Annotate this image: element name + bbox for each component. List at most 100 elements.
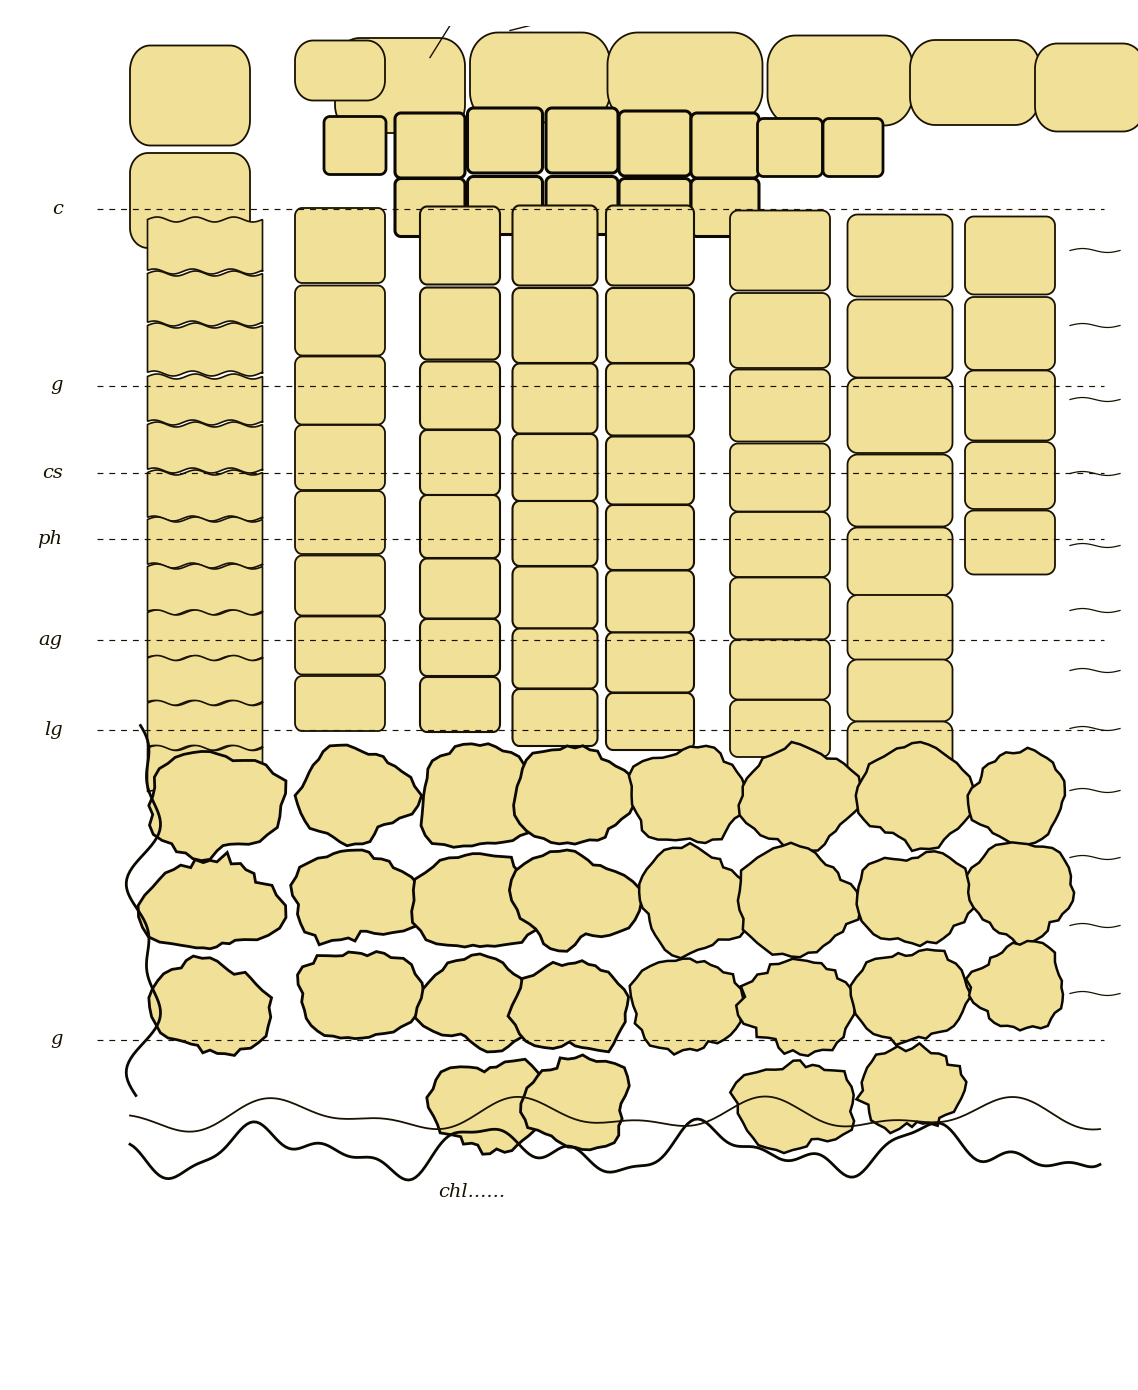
Polygon shape bbox=[619, 111, 691, 177]
Polygon shape bbox=[967, 748, 1065, 847]
Polygon shape bbox=[607, 436, 694, 505]
Polygon shape bbox=[148, 701, 263, 751]
Polygon shape bbox=[512, 567, 597, 628]
Polygon shape bbox=[967, 842, 1074, 948]
Polygon shape bbox=[295, 556, 385, 616]
Polygon shape bbox=[848, 595, 953, 660]
Polygon shape bbox=[736, 959, 855, 1056]
Polygon shape bbox=[729, 210, 830, 291]
Polygon shape bbox=[130, 153, 250, 247]
Polygon shape bbox=[965, 371, 1055, 441]
Polygon shape bbox=[512, 500, 597, 566]
Polygon shape bbox=[520, 1055, 629, 1150]
Polygon shape bbox=[619, 178, 691, 236]
Polygon shape bbox=[512, 689, 597, 746]
Polygon shape bbox=[295, 617, 385, 674]
Polygon shape bbox=[148, 564, 263, 614]
Polygon shape bbox=[607, 505, 694, 570]
Polygon shape bbox=[420, 430, 500, 495]
Polygon shape bbox=[148, 322, 263, 375]
Polygon shape bbox=[148, 745, 263, 795]
Text: g: g bbox=[50, 377, 63, 395]
Polygon shape bbox=[848, 378, 953, 453]
Polygon shape bbox=[848, 527, 953, 595]
Polygon shape bbox=[848, 659, 953, 721]
Polygon shape bbox=[739, 742, 861, 851]
Polygon shape bbox=[629, 746, 751, 842]
Polygon shape bbox=[512, 434, 597, 500]
Polygon shape bbox=[148, 374, 263, 425]
Polygon shape bbox=[148, 271, 263, 327]
Polygon shape bbox=[148, 423, 263, 473]
Text: cs: cs bbox=[42, 464, 63, 482]
Polygon shape bbox=[148, 610, 263, 662]
Polygon shape bbox=[138, 852, 286, 949]
Polygon shape bbox=[607, 632, 694, 692]
Polygon shape bbox=[731, 1061, 855, 1154]
Polygon shape bbox=[420, 619, 500, 676]
Polygon shape bbox=[148, 470, 263, 521]
Polygon shape bbox=[420, 207, 500, 285]
Polygon shape bbox=[965, 442, 1055, 509]
Polygon shape bbox=[823, 118, 883, 177]
Polygon shape bbox=[691, 113, 759, 178]
Text: c: c bbox=[51, 200, 63, 218]
Polygon shape bbox=[130, 46, 250, 146]
Polygon shape bbox=[295, 285, 385, 356]
Polygon shape bbox=[848, 299, 953, 378]
Polygon shape bbox=[857, 851, 976, 947]
Polygon shape bbox=[510, 851, 642, 951]
Polygon shape bbox=[420, 559, 500, 619]
Polygon shape bbox=[149, 956, 272, 1055]
Polygon shape bbox=[965, 217, 1055, 295]
Polygon shape bbox=[848, 455, 953, 527]
Polygon shape bbox=[758, 118, 823, 177]
Polygon shape bbox=[149, 752, 286, 860]
Text: chl......: chl...... bbox=[438, 1183, 505, 1201]
Polygon shape bbox=[512, 288, 597, 363]
Polygon shape bbox=[148, 517, 263, 569]
Polygon shape bbox=[729, 443, 830, 512]
Polygon shape bbox=[966, 941, 1063, 1030]
Polygon shape bbox=[508, 960, 628, 1052]
Polygon shape bbox=[910, 40, 1040, 125]
Polygon shape bbox=[421, 744, 546, 848]
Polygon shape bbox=[607, 206, 694, 285]
Polygon shape bbox=[546, 108, 618, 172]
Polygon shape bbox=[470, 32, 610, 122]
Polygon shape bbox=[395, 178, 465, 236]
Text: lg: lg bbox=[44, 721, 63, 739]
Polygon shape bbox=[395, 113, 465, 178]
Polygon shape bbox=[965, 297, 1055, 370]
Polygon shape bbox=[607, 570, 694, 632]
Polygon shape bbox=[295, 491, 385, 555]
Polygon shape bbox=[295, 425, 385, 491]
Polygon shape bbox=[767, 36, 913, 125]
Text: www.alamy.com: www.alamy.com bbox=[978, 1341, 1104, 1355]
Polygon shape bbox=[965, 510, 1055, 574]
Polygon shape bbox=[415, 954, 538, 1052]
Polygon shape bbox=[607, 694, 694, 751]
Text: ph: ph bbox=[38, 530, 63, 548]
Polygon shape bbox=[427, 1059, 547, 1154]
Polygon shape bbox=[295, 356, 385, 424]
Polygon shape bbox=[290, 851, 421, 945]
Polygon shape bbox=[629, 959, 744, 1055]
Polygon shape bbox=[1034, 43, 1138, 132]
Polygon shape bbox=[857, 1044, 966, 1133]
Polygon shape bbox=[420, 495, 500, 557]
Polygon shape bbox=[640, 844, 752, 958]
Polygon shape bbox=[512, 206, 597, 285]
Polygon shape bbox=[295, 208, 385, 284]
Polygon shape bbox=[729, 701, 830, 758]
Polygon shape bbox=[607, 364, 694, 435]
Text: alamy: alamy bbox=[34, 1304, 156, 1337]
Polygon shape bbox=[546, 177, 618, 235]
Polygon shape bbox=[468, 177, 543, 235]
Polygon shape bbox=[420, 288, 500, 360]
Polygon shape bbox=[856, 742, 975, 851]
Polygon shape bbox=[513, 746, 638, 844]
Text: ag: ag bbox=[39, 631, 63, 649]
Polygon shape bbox=[412, 853, 549, 947]
Polygon shape bbox=[850, 949, 972, 1045]
